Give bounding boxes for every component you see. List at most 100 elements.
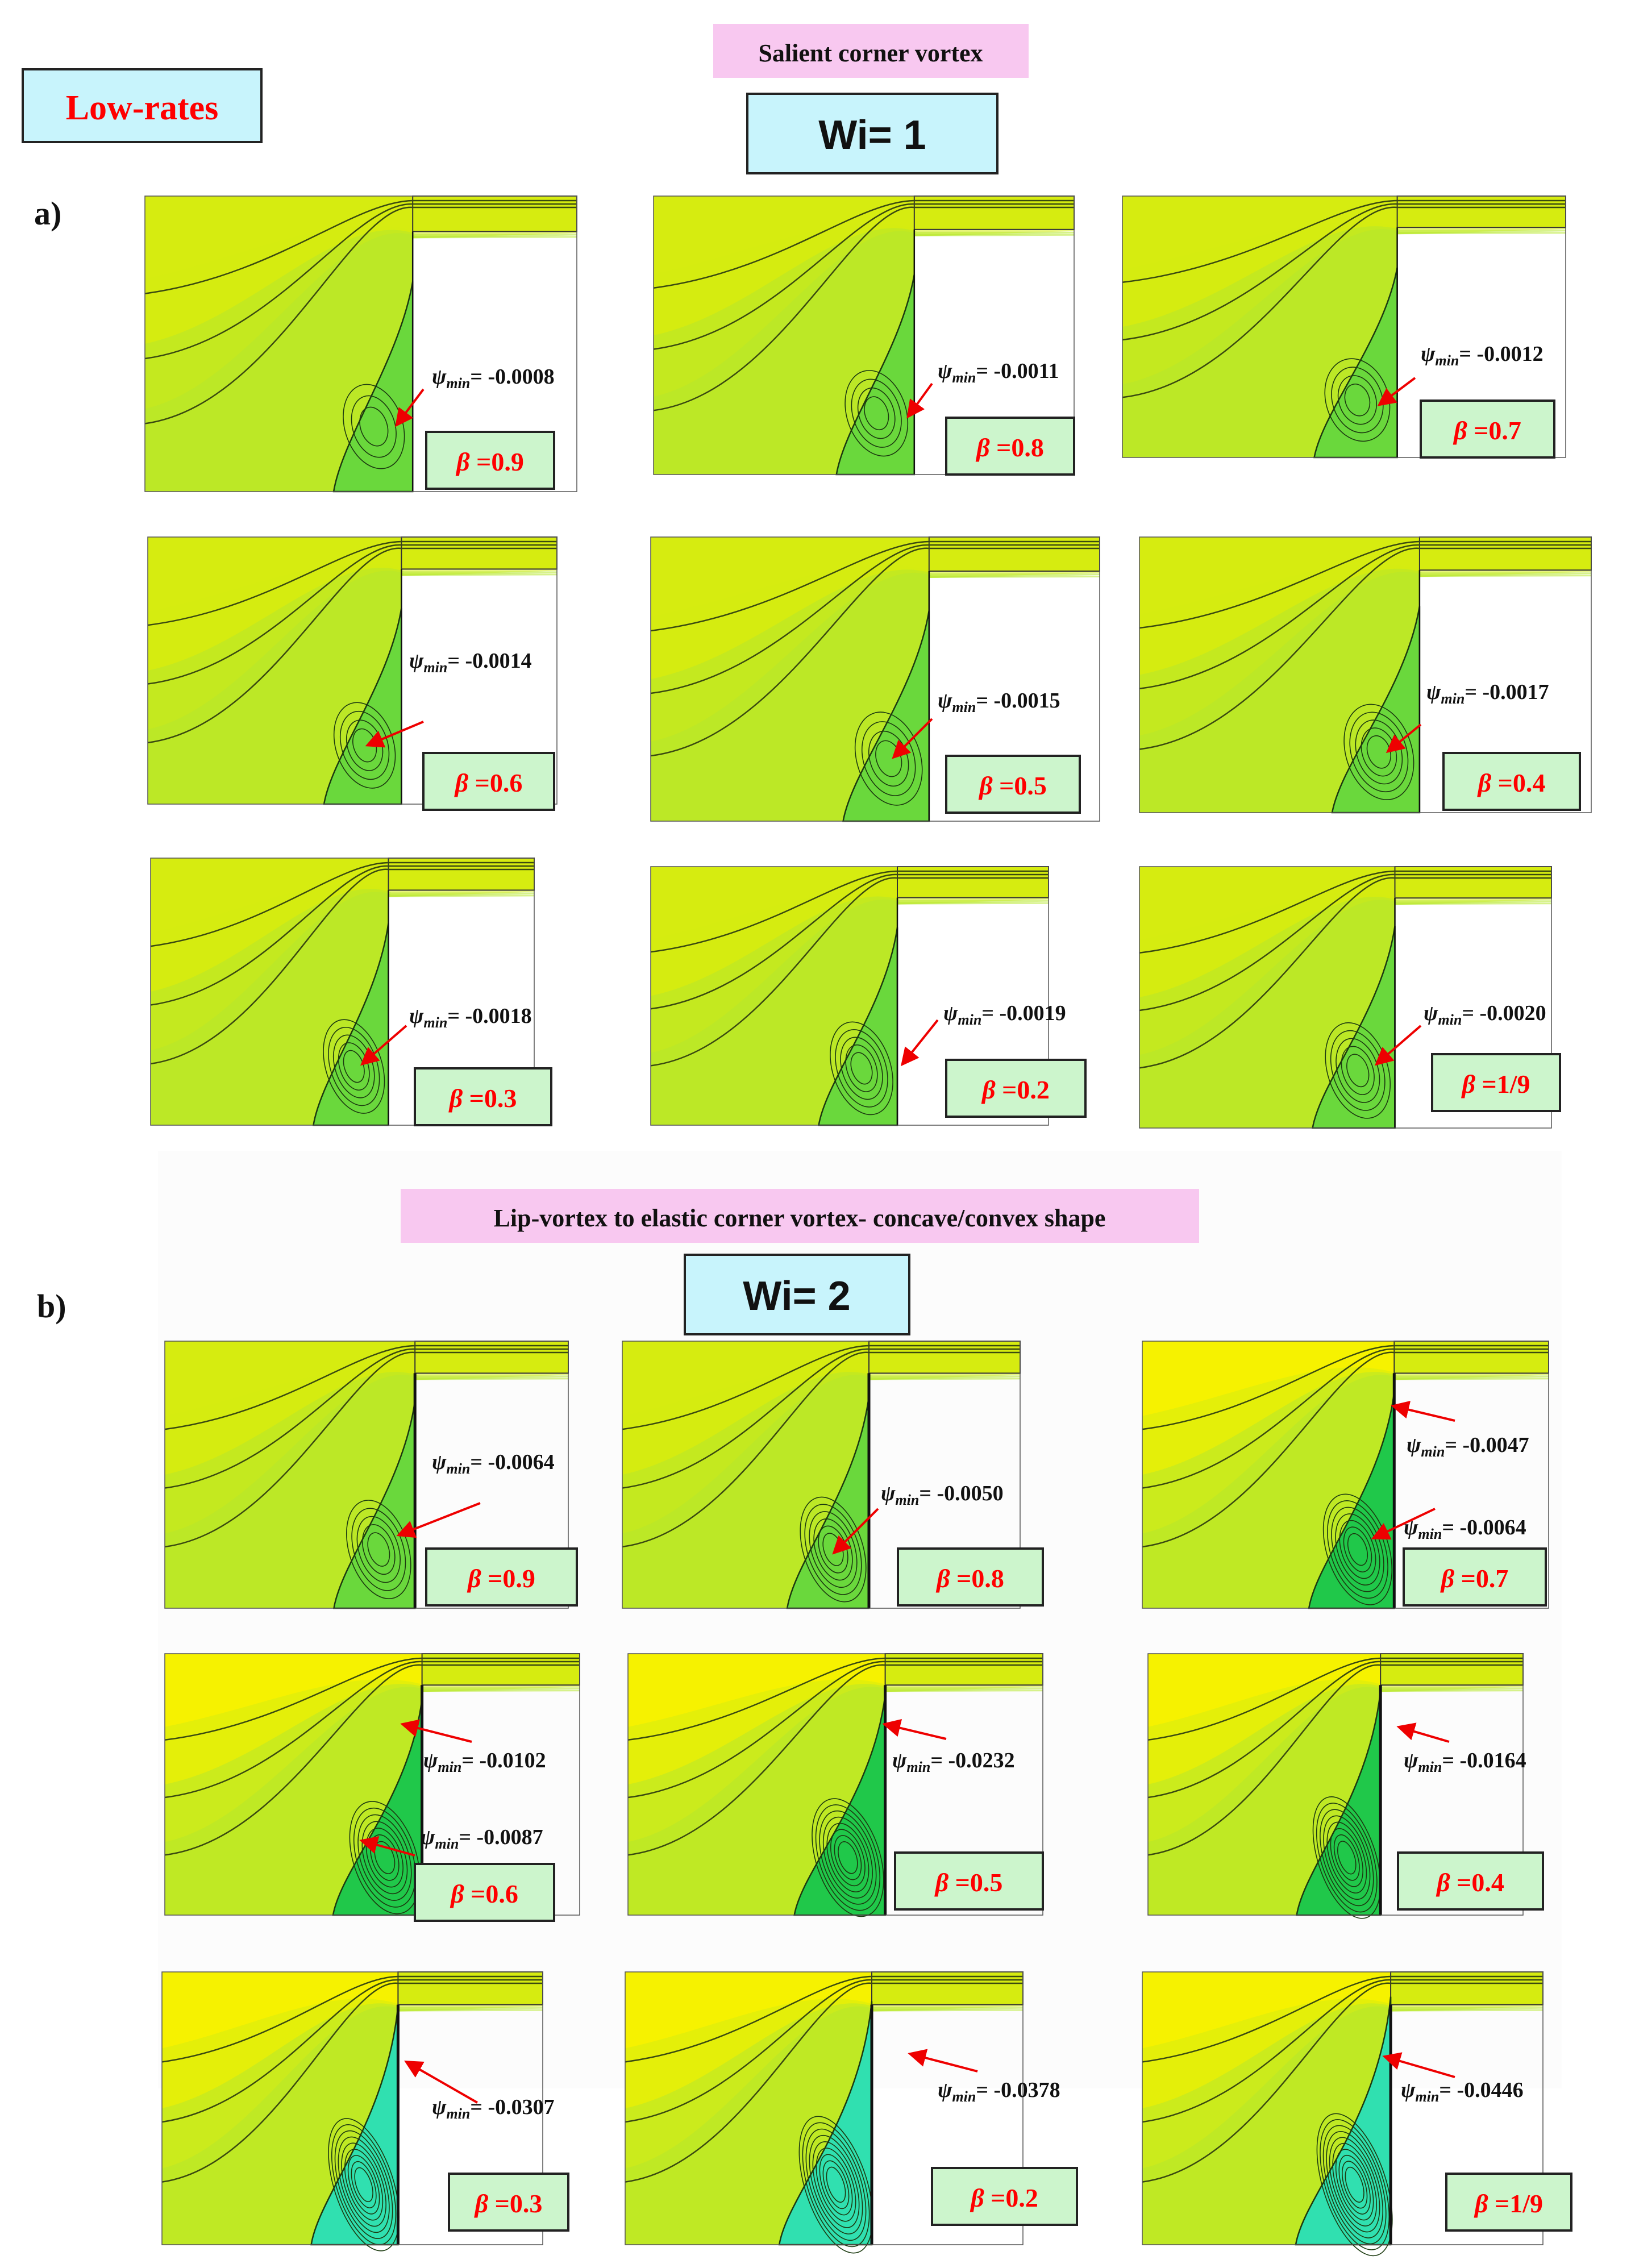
beta-box: β =0.3 (414, 1067, 552, 1126)
pointer-arrow (400, 1719, 472, 1743)
panel-frame (164, 1653, 580, 1916)
downstream-channel (913, 195, 1075, 230)
flow-band (625, 2006, 1023, 2245)
section-b-panel-8: ψmin= -0.0378 β =0.2 (625, 1971, 1078, 2254)
psi-min-label: ψmin= -0.0008 (432, 365, 555, 392)
streamline (622, 1348, 1020, 1489)
vortex-contour (1333, 1834, 1360, 1881)
vortex-contour (1335, 2149, 1374, 2221)
psi-min-label: ψmin= -0.0378 (938, 2078, 1060, 2105)
low-rates-label: Low-rates (66, 89, 219, 127)
beta-label: β =0.3 (448, 1084, 517, 1113)
vortex-contour (812, 1798, 884, 1917)
section-a-panel-8: ψmin= -0.0019 β =0.2 (650, 866, 1087, 1126)
vortex-contour (809, 1511, 858, 1588)
streamline (622, 1351, 1020, 1548)
pointer-arrow (404, 2061, 478, 2104)
pointer-arrow (360, 1025, 407, 1066)
vortex-contour (857, 387, 896, 439)
section-a-title: Salient corner vortex (758, 39, 983, 67)
beta-box: β =0.9 (425, 431, 555, 490)
vortex-contour (815, 1804, 881, 1911)
vortex-contour (1326, 1500, 1388, 1599)
streamline (161, 1982, 543, 2183)
psi-min-label: ψmin= -0.0232 (892, 1749, 1015, 1775)
streamline (625, 1975, 1023, 2063)
corner-vortex (778, 2001, 873, 2246)
vortex-contour (822, 2160, 850, 2209)
vortex-contour (333, 702, 396, 789)
streamline (625, 1979, 1023, 2123)
beta-box: β =0.3 (448, 2173, 569, 2232)
vortex-contour (1341, 2161, 1368, 2209)
streamline (653, 199, 1074, 289)
vortex-contour (864, 396, 889, 431)
panel-frame (1142, 1341, 1549, 1609)
streamline (650, 877, 1049, 1067)
streamline (144, 199, 577, 294)
section-b-panel-3: ψmin= -0.0047 ψmin= -0.0064 β =0.7 (1142, 1341, 1550, 1609)
streamline (1122, 206, 1566, 398)
beta-label: β =0.5 (934, 1868, 1003, 1897)
beta-label: β =0.9 (467, 1564, 535, 1593)
vortex-contour (328, 2118, 400, 2252)
corner-vortex (332, 281, 414, 493)
panel-frame (650, 866, 1049, 1126)
beta-label: β =0.9 (455, 447, 524, 476)
panel-frame (147, 536, 558, 805)
panel-frame (161, 1971, 543, 2245)
psi-min-label: ψmin= -0.0087 (421, 1825, 543, 1852)
vortex-contour (845, 1044, 878, 1092)
panel-frame (650, 536, 1100, 822)
streamline (1122, 199, 1566, 284)
vortex-contour (838, 1841, 858, 1874)
beta-box: β =0.6 (422, 752, 555, 811)
downstream-channel (397, 1971, 544, 2005)
vortex-contour (374, 1841, 396, 1874)
streamline (147, 540, 557, 626)
downstream-channel (871, 1971, 1024, 2005)
vortex-contour (370, 1834, 400, 1881)
beta-label: β =1/9 (1474, 2189, 1543, 2218)
beta-label: β =1/9 (1461, 1070, 1530, 1098)
section-b-wi-label: Wi= 2 (743, 1274, 850, 1319)
vortex-contour (356, 1516, 401, 1583)
streamline (164, 1345, 568, 1430)
streamline (1139, 870, 1551, 954)
beta-label: β =0.2 (970, 2183, 1038, 2212)
streamline (1139, 873, 1551, 1012)
psi-min-label: ψmin= -0.0020 (1424, 1001, 1546, 1028)
pointer-arrow (396, 1502, 481, 1538)
section-a-panel-2: ψmin= -0.0011 β =0.8 (653, 195, 1075, 476)
streamline (150, 862, 534, 947)
vortex-contour (1312, 1796, 1381, 1919)
section-b-panel-1: ψmin= -0.0064 β =0.9 (164, 1341, 578, 1609)
corner-vortex (786, 1396, 870, 1609)
streamline (653, 206, 1074, 411)
section-b-panel-5: ψmin= -0.0232 β =0.5 (627, 1653, 1044, 1917)
panel-frame (627, 1653, 1043, 1916)
pointer-arrow (359, 1836, 415, 1857)
vortex-contour (830, 1829, 866, 1887)
streamline (1147, 1661, 1523, 1799)
vortex-contour (798, 2116, 873, 2254)
vortex-contour (850, 1052, 873, 1085)
streamline (1142, 1351, 1549, 1548)
panel-frame (164, 1341, 569, 1609)
vortex-contour (1345, 2166, 1364, 2203)
streamline (650, 547, 1100, 757)
vortex-contour (834, 1835, 862, 1880)
section-a-panel-1: ψmin= -0.0008 β =0.9 (144, 195, 577, 493)
section-b-title: Lip-vortex to elastic corner vortex- con… (494, 1204, 1106, 1232)
section-b-panel-7: ψmin= -0.0307 β =0.3 (161, 1971, 569, 2252)
beta-box: β =1/9 (1445, 2173, 1572, 2232)
beta-box: β =1/9 (1431, 1053, 1561, 1112)
streamline (164, 1664, 580, 1856)
vortex-contour (822, 1816, 873, 1899)
downstream-channel (1418, 536, 1592, 571)
vortex-contour (334, 2130, 393, 2239)
psi-min-label: ψmin= -0.0015 (938, 689, 1060, 715)
streamline (147, 544, 557, 685)
beta-box: β =0.4 (1442, 752, 1581, 811)
vortex-contour (851, 378, 902, 448)
